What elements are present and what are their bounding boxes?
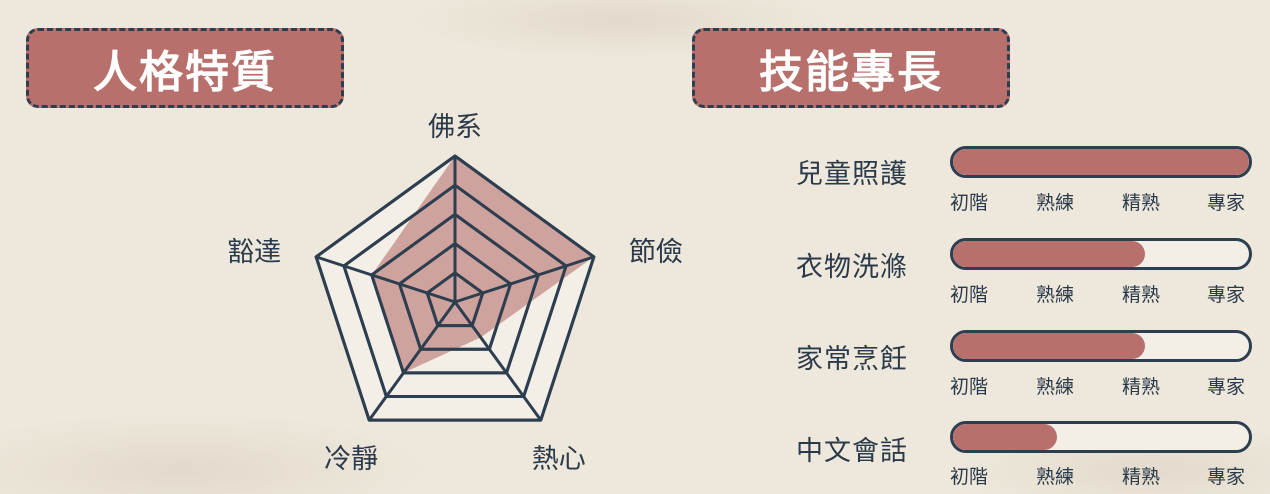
radar-axis-line: [367, 301, 457, 421]
radar-axis-line: [315, 255, 456, 304]
skill-label: 中文會話: [796, 436, 908, 467]
level-label: 初階: [950, 192, 989, 214]
skill-label: 家常烹飪: [796, 344, 908, 375]
radar-grid-ring-overlay: [342, 183, 568, 398]
radar-axis-line: [453, 301, 543, 421]
level-label: 專家: [1207, 284, 1246, 306]
radar-axis-label: 節儉: [629, 237, 683, 268]
skill-level-scale: 初階 熟練 精熟 專家: [950, 280, 1252, 306]
radar-grid-ring-overlay: [397, 242, 513, 351]
level-label: 專家: [1207, 376, 1246, 398]
skill-bar-fill: [953, 149, 1249, 175]
level-label: 熟練: [1036, 192, 1075, 214]
skill-label: 衣物洗滌: [796, 252, 908, 283]
level-label: 初階: [950, 466, 989, 488]
skill-level-scale: 初階 熟練 精熟 專家: [950, 462, 1252, 488]
radar-axis-label: 冷靜: [324, 444, 378, 475]
skill-bar-fill: [953, 333, 1146, 359]
skill-bar-fill: [953, 241, 1146, 267]
skills-title: 技能專長: [692, 28, 1010, 108]
level-label: 精熟: [1122, 192, 1161, 214]
level-label: 精熟: [1122, 376, 1161, 398]
radar-axis-label: 豁達: [227, 237, 281, 268]
radar-axis-label: 佛系: [428, 112, 482, 143]
radar-axis-line: [454, 255, 595, 304]
personality-title: 人格特質: [26, 28, 344, 108]
level-label: 專家: [1207, 192, 1246, 214]
skill-bar: [950, 421, 1252, 453]
level-label: 熟練: [1036, 376, 1075, 398]
skill-level-scale: 初階 熟練 精熟 專家: [950, 372, 1252, 398]
skill-label: 兒童照護: [796, 159, 908, 190]
skill-bar: [950, 238, 1252, 270]
skill-bar: [950, 330, 1252, 362]
level-label: 初階: [950, 284, 989, 306]
radar-grid-ring-overlay: [425, 271, 485, 328]
level-label: 熟練: [1036, 466, 1075, 488]
radar-grid-ring-overlay: [370, 212, 540, 375]
skill-bar: [950, 146, 1252, 178]
radar-axes: [314, 154, 596, 422]
level-label: 精熟: [1122, 284, 1161, 306]
radar-axis-label: 熱心: [532, 444, 586, 475]
level-label: 專家: [1207, 466, 1246, 488]
level-label: 初階: [950, 376, 989, 398]
radar-grid-ring-overlay: [314, 154, 596, 422]
skill-bar-fill: [953, 424, 1057, 450]
level-label: 精熟: [1122, 466, 1161, 488]
level-label: 熟練: [1036, 284, 1075, 306]
skill-level-scale: 初階 熟練 精熟 專家: [950, 188, 1252, 214]
